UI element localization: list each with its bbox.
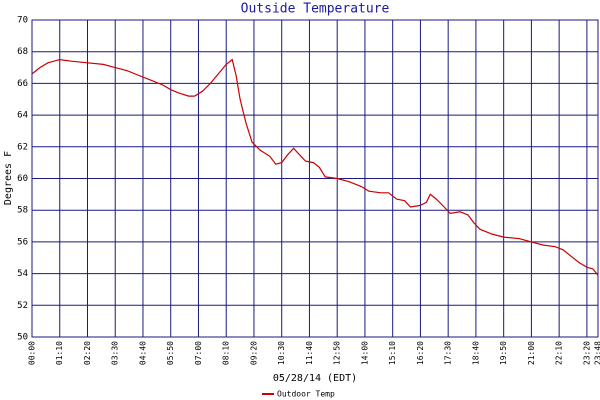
y-tick-label: 52 (17, 301, 28, 311)
x-tick-label: 23:20 (582, 341, 591, 365)
y-tick-label: 50 (17, 333, 28, 343)
x-tick-label: 04:40 (138, 341, 147, 365)
y-tick-label: 60 (17, 174, 28, 184)
plot-border (31, 19, 599, 338)
x-tick-label: 17:30 (444, 341, 453, 365)
x-tick-label: 02:20 (83, 341, 92, 365)
x-tick-label: 10:30 (277, 341, 286, 365)
x-tick-label: 11:40 (305, 341, 314, 365)
y-tick-label: 70 (17, 16, 28, 26)
y-tick-label: 62 (17, 142, 28, 152)
x-tick-label: 21:00 (527, 341, 536, 365)
x-tick-label: 07:00 (194, 341, 203, 365)
x-tick-label: 18:40 (471, 341, 480, 365)
x-tick-label: 08:10 (222, 341, 231, 365)
x-tick-label: 14:00 (360, 341, 369, 365)
y-tick-label: 64 (17, 111, 28, 121)
chart-title: Outside Temperature (241, 2, 390, 17)
y-tick-label: 68 (17, 47, 28, 57)
x-tick-label: 16:20 (416, 341, 425, 365)
x-tick-label: 00:00 (28, 341, 37, 365)
x-tick-label: 03:30 (111, 341, 120, 365)
data-line (31, 58, 599, 276)
x-axis-label: 05/28/14 (EDT) (273, 373, 357, 384)
y-tick-label: 54 (17, 269, 28, 279)
x-tick-label: 01:10 (55, 341, 64, 365)
y-axis-label: Degrees F (3, 151, 14, 205)
x-tick-label: 09:20 (249, 341, 258, 365)
x-tick-label: 12:50 (333, 341, 342, 365)
y-tick-label: 66 (17, 79, 28, 89)
x-tick-label: 22:10 (555, 341, 564, 365)
y-tick-label: 56 (17, 237, 28, 247)
x-tick-label: 23:48 (594, 341, 600, 365)
x-tick-label: 19:50 (499, 341, 508, 365)
y-tick-label: 58 (17, 206, 28, 216)
legend-label: Outdoor Temp (277, 390, 335, 399)
x-tick-label: 05:50 (166, 341, 175, 365)
x-tick-label: 15:10 (388, 341, 397, 365)
